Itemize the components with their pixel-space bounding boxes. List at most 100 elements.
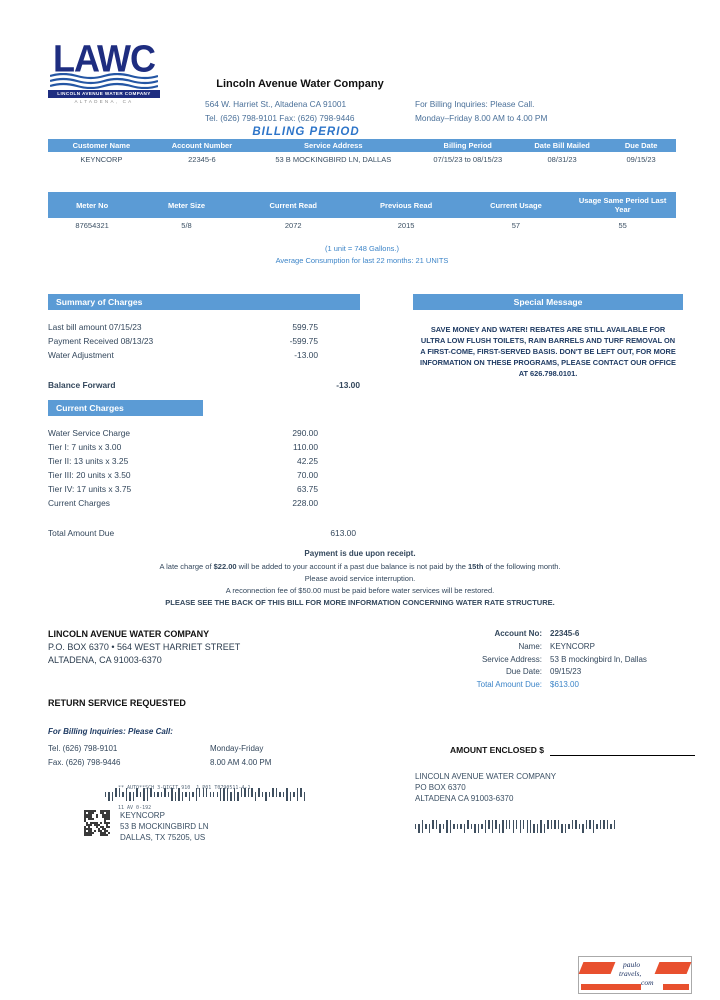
remit-company-block: LINCOLN AVENUE WATER COMPANY P.O. BOX 63… <box>48 628 240 667</box>
account-number-value: 22345-6 <box>188 155 216 164</box>
tier2-amount: 42.25 <box>297 456 318 466</box>
current-usage-value: 57 <box>511 221 521 230</box>
col-meter-size: Meter Size <box>167 200 206 210</box>
remit-company-city: ALTADENA, CA 91003-6370 <box>48 655 162 666</box>
charge-row: Water Service Charge 290.00 <box>48 428 360 438</box>
name-row: Name: KEYNCORP <box>420 641 682 654</box>
col-current-usage: Current Usage <box>490 200 542 210</box>
recipient-name: KEYNCORP <box>120 811 165 820</box>
billing-table-header: Customer Name Account Number Service Add… <box>48 139 676 152</box>
amount-enclosed-write-in-line[interactable] <box>549 745 695 756</box>
charge-row: Tier II: 13 units x 3.25 42.25 <box>48 456 360 466</box>
remit-company-street: P.O. BOX 6370 • 564 WEST HARRIET STREET <box>48 642 241 653</box>
tier4-amount: 63.75 <box>297 484 318 494</box>
payment-notice: Payment is due upon receipt. A late char… <box>60 548 660 609</box>
company-phone: Tel. (626) 798-9101 Fax: (626) 798-9446 <box>205 112 355 123</box>
remit-company-name: LINCOLN AVENUE WATER COMPANY <box>48 629 210 639</box>
balance-forward-row: Balance Forward -13.00 <box>48 380 360 390</box>
last-bill-amount: 599.75 <box>292 322 318 332</box>
summary-row: Water Adjustment -13.00 <box>48 350 360 360</box>
meter-size-value: 5/8 <box>181 221 192 230</box>
total-due-value: $613.00 <box>550 680 579 690</box>
watermark-stripe <box>581 984 641 990</box>
company-name: Lincoln Avenue Water Company <box>216 78 384 90</box>
meter-no-value: 87654321 <box>75 221 109 230</box>
inquiries-line1: For Billing Inquiries: Please Call. <box>415 99 535 109</box>
service-address-value: 53 B mockingbird ln, Dallas <box>550 654 647 664</box>
watermark-text: paulo <box>623 960 641 969</box>
current-read-value: 2072 <box>284 221 302 230</box>
return-service-requested: RETURN SERVICE REQUESTED <box>48 698 186 708</box>
due-date-value: 09/15/23 <box>626 155 656 164</box>
watermark-stripe <box>654 962 692 974</box>
water-adjustment-amount: -13.00 <box>294 350 318 360</box>
payment-received-label: Payment Received 08/13/23 <box>48 336 154 346</box>
account-no-label: Account No: <box>494 629 542 638</box>
charge-row: Tier III: 20 units x 3.50 70.00 <box>48 470 360 480</box>
summary-of-charges: Summary of Charges Last bill amount 07/1… <box>48 294 360 538</box>
remit-addr-line3: ALTADENA CA 91003-6370 <box>415 794 514 804</box>
special-message: Special Message SAVE MONEY AND WATER! RE… <box>413 294 683 380</box>
charge-row: Current Charges 228.00 <box>48 498 360 508</box>
meter-table-header: Meter No Meter Size Current Read Previou… <box>48 192 676 218</box>
last-bill-label: Last bill amount 07/15/23 <box>48 322 142 332</box>
tier1-amount: 110.00 <box>293 442 318 452</box>
current-charges-label: Current Charges <box>48 498 110 508</box>
late-charge-amount: $22.00 <box>213 561 237 571</box>
col-current-read: Current Read <box>269 200 317 210</box>
tel-number: Tel. (626) 798-9101 <box>48 744 118 753</box>
late-charge-text: A late charge of <box>159 561 214 571</box>
fax-number: Fax. (626) 798-9446 <box>48 758 121 767</box>
water-adjustment-label: Water Adjustment <box>48 350 114 360</box>
col-usage-last-year: Usage Same Period Last Year <box>578 196 667 214</box>
unit-conversion-note: (1 unit = 748 Gallons.) <box>324 244 399 253</box>
usage-note: (1 unit = 748 Gallons.) Average Consumpt… <box>48 243 676 266</box>
logo-acronym: LAWC <box>53 36 156 80</box>
recipient-address: KEYNCORP 53 B MOCKINGBIRD LN DALLAS, TX … <box>120 810 208 844</box>
account-no-value: 22345-6 <box>550 629 580 638</box>
watermark-text: travels, <box>619 969 642 978</box>
amount-enclosed-label: AMOUNT ENCLOSED $ <box>450 745 544 755</box>
previous-read-value: 2015 <box>397 221 415 230</box>
recipient-city: DALLAS, TX 75205, US <box>120 833 206 843</box>
water-service-charge-label: Water Service Charge <box>48 428 131 438</box>
billing-inquiries-block: For Billing Inquiries: Please Call. Mond… <box>415 98 547 125</box>
name-label: Name: <box>518 641 542 651</box>
charge-row: Tier IV: 17 units x 3.75 63.75 <box>48 484 360 494</box>
tel-row: Tel. (626) 798-9101 Monday-Friday <box>48 744 271 753</box>
name-value: KEYNCORP <box>550 641 595 651</box>
meter-table-row: 87654321 5/8 2072 2015 57 55 <box>48 218 676 233</box>
contact-heading: For Billing Inquiries: Please Call: <box>48 727 173 736</box>
payment-received-amount: -599.75 <box>289 336 318 346</box>
customer-name-value: KEYNCORP <box>80 155 123 164</box>
col-meter-no: Meter No <box>76 200 109 210</box>
col-billing-period: Billing Period <box>443 141 492 150</box>
summary-row: Payment Received 08/13/23 -599.75 <box>48 336 360 346</box>
water-service-charge-amount: 290.00 <box>292 428 318 438</box>
late-charge-line: A late charge of $22.00 will be added to… <box>60 561 660 573</box>
usage-last-year-value: 55 <box>618 221 627 230</box>
inquiries-line2: Monday–Friday 8.00 AM to 4.00 PM <box>415 112 548 123</box>
col-account-number: Account Number <box>171 141 233 150</box>
tier4-label: Tier IV: 17 units x 3.75 <box>48 484 132 494</box>
fax-row: Fax. (626) 798-9446 8.00 AM 4.00 PM <box>48 758 271 767</box>
service-address-label: Service Address: <box>481 654 542 664</box>
due-date-label: Due Date: <box>505 667 542 677</box>
reconnection-fee-line: A reconnection fee of $50.00 must be pai… <box>225 585 495 595</box>
col-customer-name: Customer Name <box>72 141 131 150</box>
late-charge-text: of the following month. <box>483 561 561 571</box>
watermark-stripe <box>578 962 616 974</box>
see-back-line: PLEASE SEE THE BACK OF THIS BILL FOR MOR… <box>165 597 555 607</box>
date-bill-mailed-value: 08/31/23 <box>547 155 577 164</box>
total-amount-due-row: Total Amount Due 613.00 <box>48 528 360 538</box>
col-service-address: Service Address <box>304 141 363 150</box>
col-previous-read: Previous Read <box>380 200 433 210</box>
average-consumption-note: Average Consumption for last 22 months: … <box>275 255 449 265</box>
late-charge-day: 15th <box>468 561 484 571</box>
special-message-body: SAVE MONEY AND WATER! REBATES ARE STILL … <box>420 325 676 379</box>
current-charges-header-bar: Current Charges <box>48 400 203 416</box>
summary-header-bar: Summary of Charges <box>48 294 360 310</box>
billing-table-row: KEYNCORP 22345-6 53 B MOCKINGBIRD LN, DA… <box>48 152 676 167</box>
remit-addr-line1: LINCOLN AVENUE WATER COMPANY <box>415 772 557 781</box>
water-waves-icon <box>50 72 158 89</box>
